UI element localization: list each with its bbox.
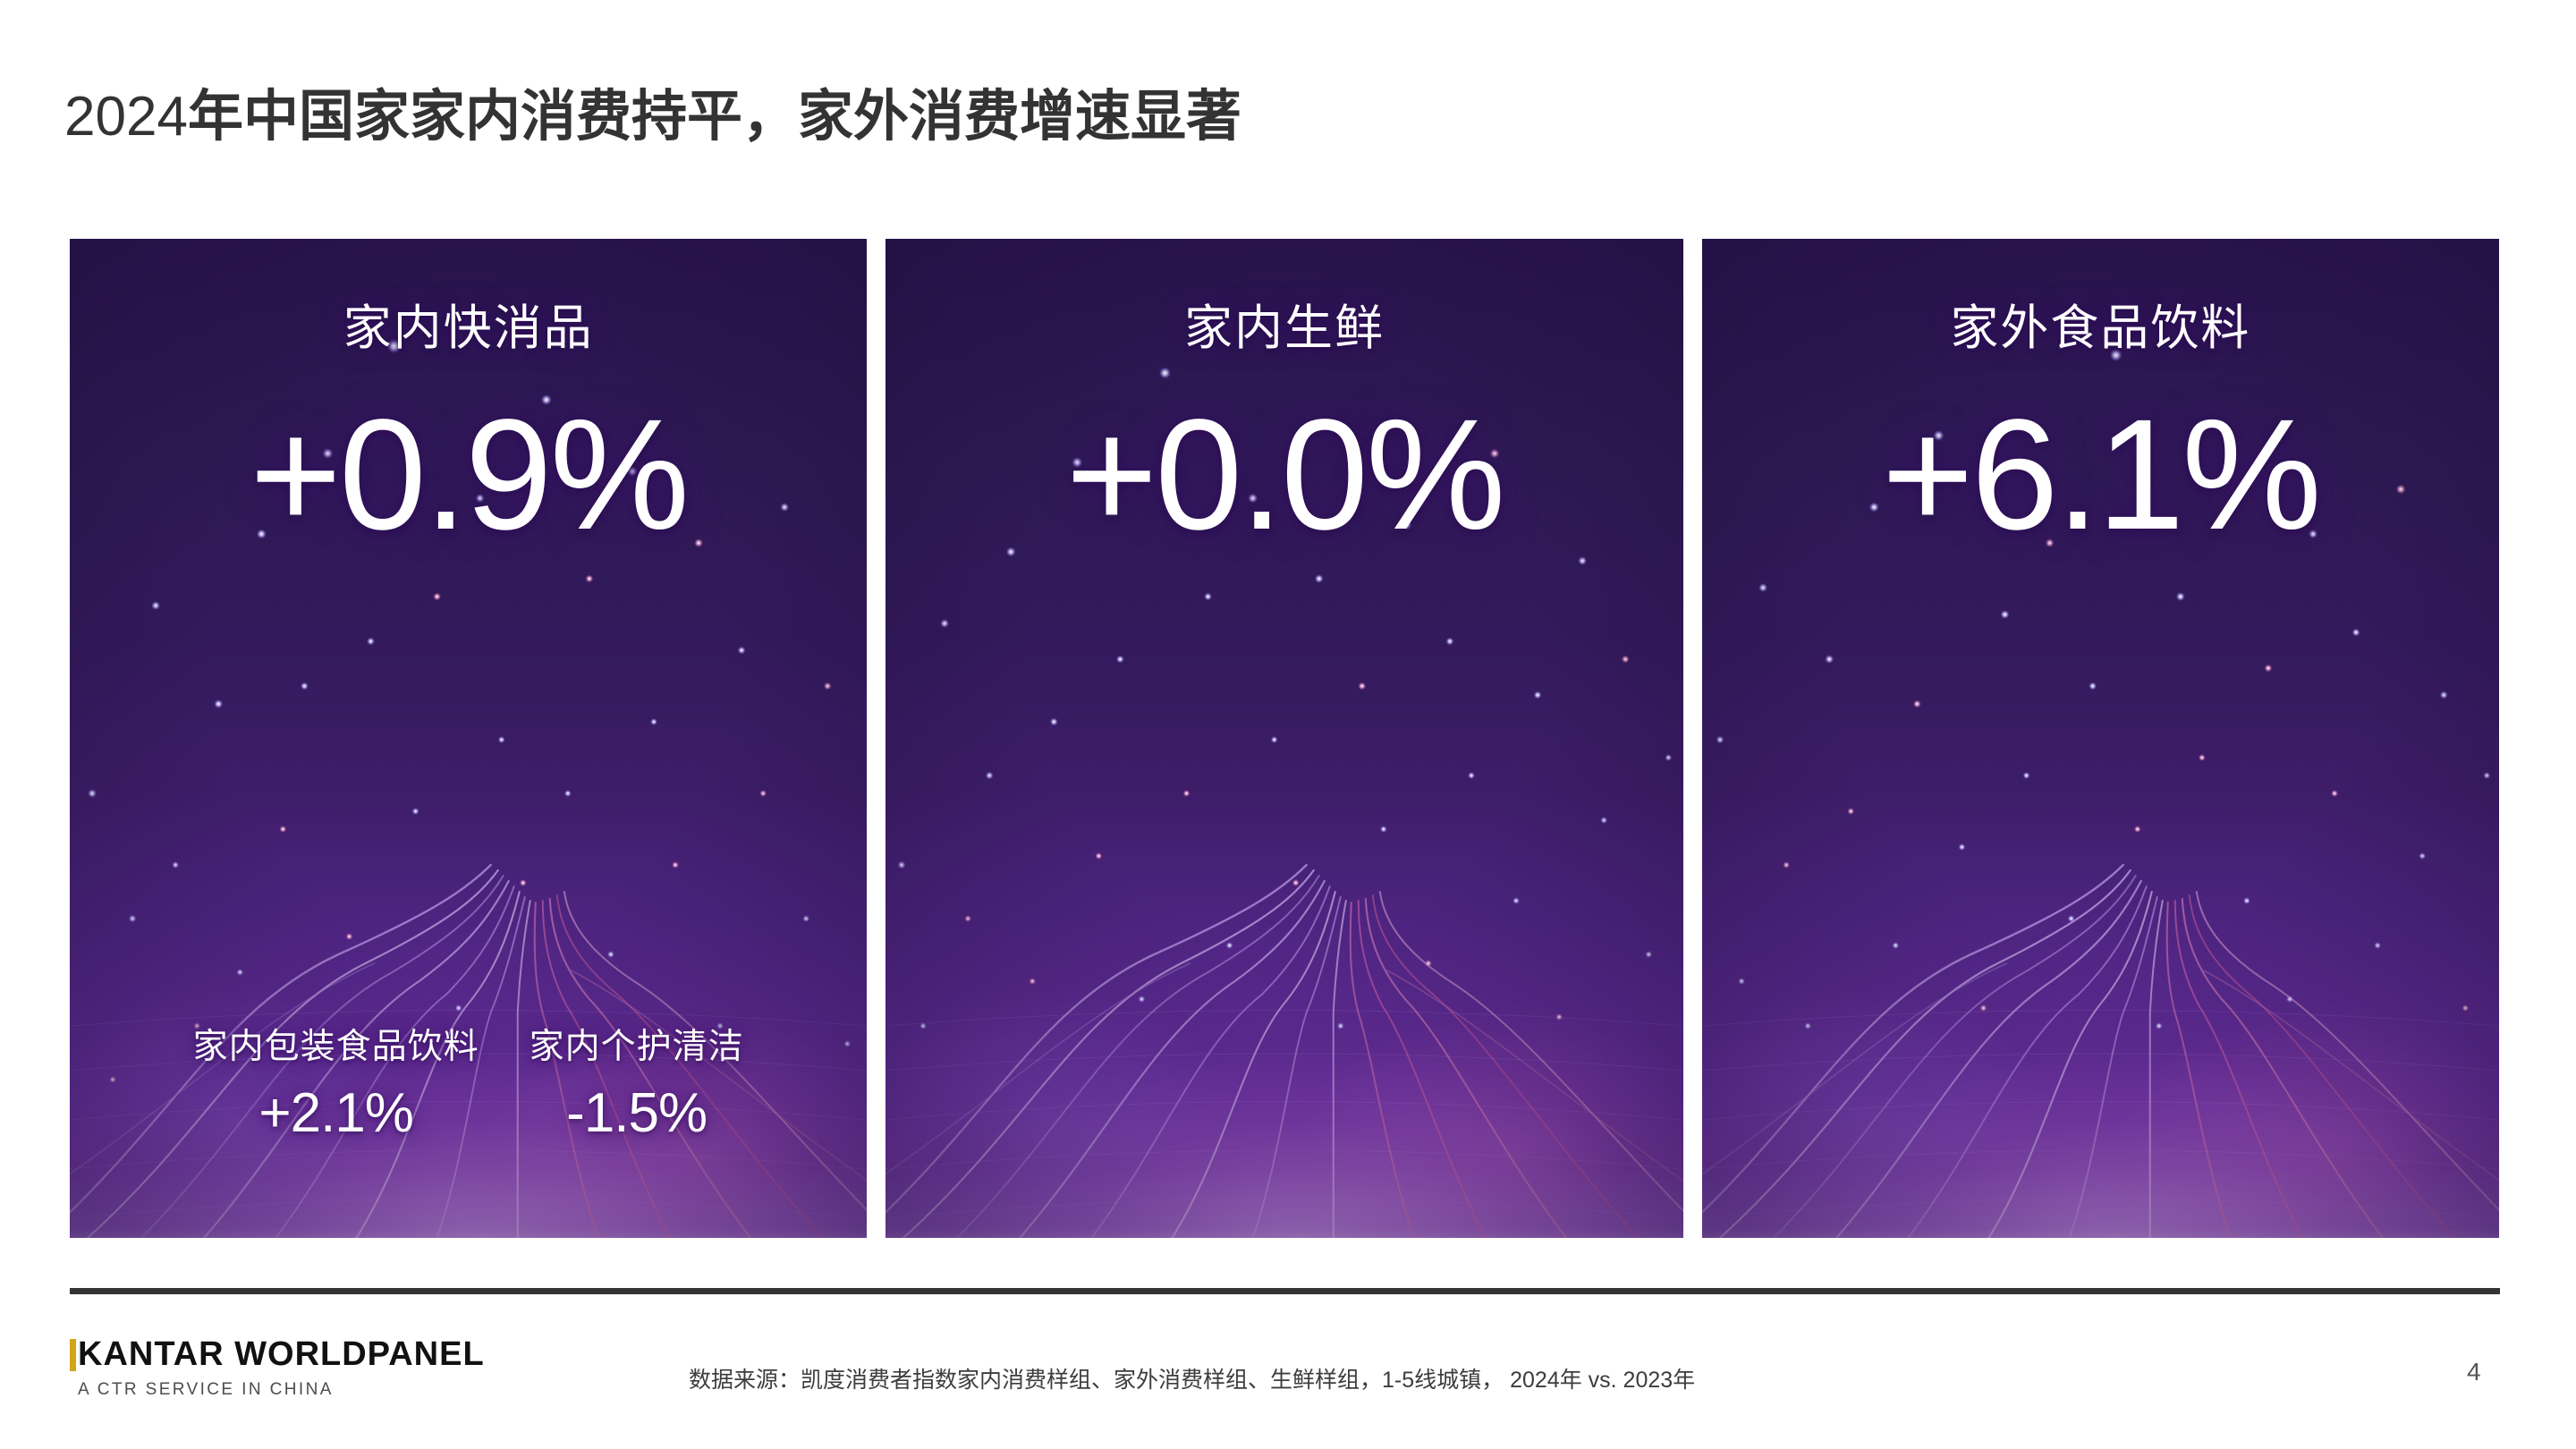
panel-sub-metric-row: 家内包装食品饮料 +2.1% 家内个护清洁 -1.5%	[70, 1019, 867, 1145]
title-year: 2024	[64, 86, 188, 148]
title-rest: 年中国家家内消费持平，家外消费增速显著	[187, 86, 1241, 148]
page-number: 4	[2467, 1358, 2481, 1385]
metric-panel-home-fmcg[interactable]: 家内快消品 +0.9% 家内包装食品饮料 +2.1% 家内个护清洁 -1.5%	[70, 239, 868, 1238]
logo-gold-bar-icon	[70, 1339, 76, 1371]
sub-metric: 家内包装食品饮料 +2.1%	[193, 1019, 479, 1145]
panel-content: 家内快消品 +0.9% 家内包装食品饮料 +2.1% 家内个护清洁 -1.5%	[70, 239, 867, 1238]
panel-artwork-lightstreams	[1701, 349, 2499, 1238]
panel-label: 家外食品饮料	[1950, 301, 2251, 355]
sub-metric-value: +2.1%	[258, 1082, 414, 1144]
panel-value: +6.1%	[1881, 387, 2322, 563]
sub-metric-label: 家内个护清洁	[529, 1028, 744, 1066]
panel-value: +0.0%	[1065, 387, 1506, 563]
panel-value: +0.9%	[250, 387, 690, 563]
sub-metric-value: -1.5%	[566, 1082, 708, 1144]
metric-panel-group: 家内快消品 +0.9% 家内包装食品饮料 +2.1% 家内个护清洁 -1.5%	[70, 239, 2499, 1238]
panel-content: 家内生鲜 +0.0%	[886, 239, 1682, 1238]
metric-panel-home-fresh[interactable]: 家内生鲜 +0.0%	[886, 239, 1683, 1238]
panel-artwork-lightstreams	[70, 339, 868, 1238]
kantar-worldpanel-logo: KANTAR WORLDPANEL A CTR SERVICE IN CHINA	[70, 1337, 485, 1398]
sub-metric: 家内个护清洁 -1.5%	[530, 1019, 744, 1145]
source-note: 数据来源：凯度消费者指数家内消费样组、家外消费样组、生鲜样组，1-5线城镇， 2…	[689, 1368, 1696, 1393]
panel-label: 家内生鲜	[1183, 301, 1385, 355]
metric-panel-out-of-home-food[interactable]: 家外食品饮料 +6.1%	[1701, 239, 2499, 1238]
panel-artwork-lightstreams	[886, 367, 1683, 1238]
logo-text-block: KANTAR WORLDPANEL A CTR SERVICE IN CHINA	[78, 1337, 485, 1398]
panel-label: 家内快消品	[343, 301, 594, 355]
panel-background-glow	[1701, 239, 2499, 1238]
page-title: 2024年中国家家内消费持平，家外消费增速显著	[64, 86, 1241, 148]
logo-tagline: A CTR SERVICE IN CHINA	[78, 1380, 334, 1399]
panel-content: 家外食品饮料 +6.1%	[1702, 239, 2499, 1238]
panel-background-glow	[886, 239, 1683, 1238]
panel-background-glow	[70, 239, 868, 1238]
footer-divider	[70, 1288, 2500, 1294]
logo-name: KANTAR WORLDPANEL	[78, 1335, 485, 1373]
sub-metric-label: 家内包装食品饮料	[192, 1028, 479, 1066]
